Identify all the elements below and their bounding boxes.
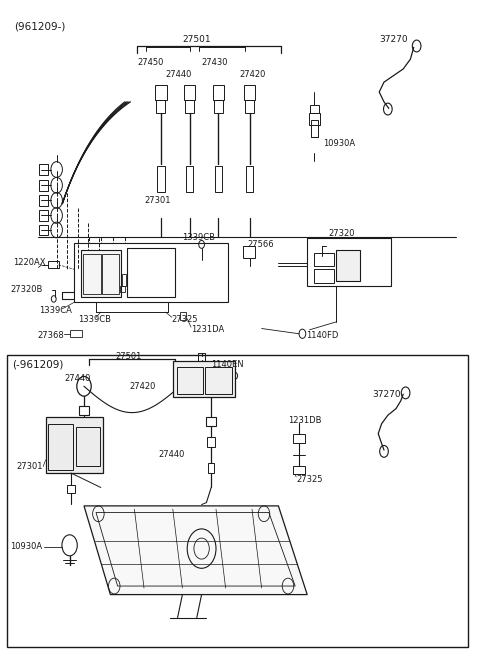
Bar <box>244 85 255 100</box>
Text: 1339CB: 1339CB <box>78 315 111 324</box>
Bar <box>208 463 214 473</box>
Bar <box>186 166 193 192</box>
Bar <box>214 100 223 113</box>
Text: 27450: 27450 <box>138 58 164 67</box>
Text: 27566: 27566 <box>247 240 274 249</box>
Bar <box>67 485 75 493</box>
Text: 27440: 27440 <box>166 70 192 79</box>
Bar <box>39 164 48 175</box>
Bar <box>243 246 255 258</box>
Bar <box>46 417 103 473</box>
Bar <box>311 120 318 137</box>
Bar <box>307 238 391 286</box>
Bar <box>293 466 305 474</box>
Bar <box>70 330 82 337</box>
Bar <box>293 434 305 443</box>
Text: 27501: 27501 <box>182 35 211 44</box>
Bar <box>7 355 468 647</box>
Bar <box>245 100 254 113</box>
Text: 27420: 27420 <box>239 70 265 79</box>
Text: 27420: 27420 <box>130 382 156 391</box>
Bar <box>48 424 73 470</box>
Bar <box>336 250 360 281</box>
Bar <box>184 85 195 100</box>
Bar <box>39 180 48 191</box>
Bar <box>81 250 121 297</box>
Bar <box>314 253 334 266</box>
Bar <box>246 166 253 192</box>
Bar <box>79 424 89 432</box>
Bar <box>102 254 119 294</box>
Bar <box>39 195 48 206</box>
Bar <box>180 312 186 320</box>
Text: 27440: 27440 <box>158 450 185 459</box>
Text: 1231DA: 1231DA <box>191 325 224 334</box>
Text: 10930A: 10930A <box>11 542 43 551</box>
Bar <box>39 210 48 221</box>
Text: (-961209): (-961209) <box>12 359 63 370</box>
Text: 37270: 37270 <box>372 390 401 399</box>
Text: 27325: 27325 <box>172 315 198 324</box>
Bar <box>122 274 126 286</box>
Text: 27501: 27501 <box>115 351 142 361</box>
Text: 27320: 27320 <box>329 229 355 238</box>
Text: 27301: 27301 <box>17 462 43 471</box>
Bar <box>198 353 205 361</box>
Text: 1231DB: 1231DB <box>288 416 322 425</box>
Bar <box>79 406 89 415</box>
Text: 10930A: 10930A <box>323 139 355 148</box>
Bar <box>314 269 334 283</box>
Bar <box>120 286 125 292</box>
Bar <box>157 166 165 192</box>
Text: 1140EN: 1140EN <box>211 360 244 369</box>
Text: 27440: 27440 <box>65 374 91 383</box>
Text: 27325: 27325 <box>296 475 323 484</box>
Text: 1220AX: 1220AX <box>13 258 46 267</box>
Bar <box>173 361 235 397</box>
Text: 27320B: 27320B <box>11 284 43 294</box>
Bar <box>206 417 216 426</box>
Bar <box>205 367 232 394</box>
Bar <box>207 437 215 447</box>
Text: 27430: 27430 <box>202 58 228 67</box>
Bar <box>74 243 228 302</box>
Bar <box>177 367 203 394</box>
Bar <box>127 248 175 297</box>
Bar <box>213 85 224 100</box>
Text: 27301: 27301 <box>144 196 170 205</box>
Bar <box>309 113 320 125</box>
Text: (961209-): (961209-) <box>14 21 66 32</box>
Bar <box>39 225 48 235</box>
Text: 37270: 37270 <box>379 35 408 44</box>
Text: 27368: 27368 <box>37 330 64 340</box>
Text: 1339CB: 1339CB <box>182 233 216 242</box>
Bar <box>215 166 222 192</box>
Bar <box>83 254 101 294</box>
Bar <box>185 100 194 113</box>
Text: 1339CA: 1339CA <box>39 306 72 315</box>
Bar <box>76 427 100 466</box>
Text: 1140FD: 1140FD <box>306 330 338 340</box>
Bar <box>155 85 167 100</box>
Bar <box>48 261 59 268</box>
Bar <box>156 100 165 113</box>
Polygon shape <box>84 506 307 595</box>
Bar <box>310 105 319 113</box>
